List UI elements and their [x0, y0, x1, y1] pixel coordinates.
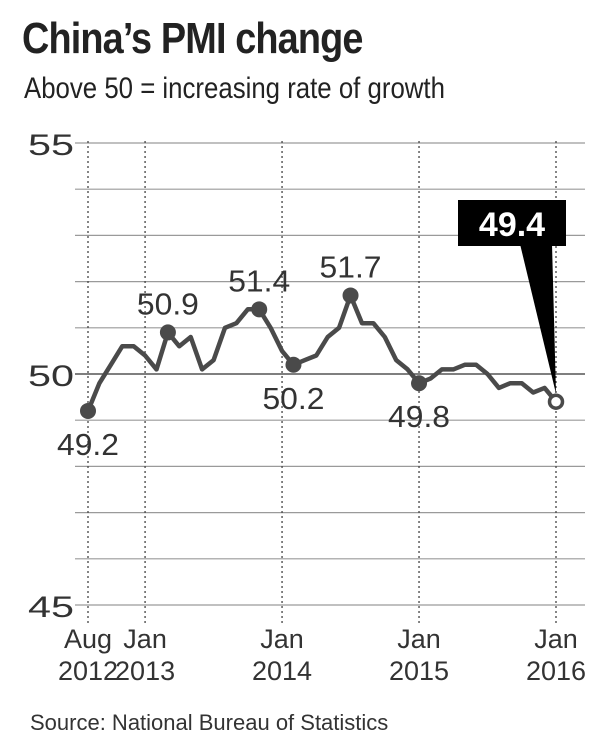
data-point-marker [342, 287, 359, 304]
callout-label: 49.4 [479, 206, 545, 244]
x-tick-label-month: Jan [534, 624, 578, 654]
data-label: 51.7 [320, 249, 382, 284]
x-tick-label-year: 2014 [252, 656, 312, 686]
y-tick-label: 55 [28, 129, 74, 162]
x-tick-label-year: 2012 [58, 656, 118, 686]
x-tick-label-month: Jan [260, 624, 304, 654]
data-point-marker [411, 375, 428, 392]
data-label: 49.2 [57, 427, 119, 462]
y-tick-label: 45 [28, 591, 74, 624]
chart-subtitle: Above 50 = increasing rate of growth [24, 72, 445, 105]
data-point-marker [159, 324, 176, 341]
y-tick-label: 50 [28, 360, 74, 393]
data-label: 51.4 [228, 263, 290, 298]
data-label: 50.2 [262, 381, 324, 416]
x-tick-label-year: 2016 [526, 656, 586, 686]
source-note: Source: National Bureau of Statistics [30, 710, 389, 735]
callout-pointer [520, 244, 556, 394]
data-point-marker [251, 301, 268, 318]
callout-box [458, 200, 566, 246]
x-tick-label-month: Jan [397, 624, 441, 654]
data-point-marker [547, 393, 565, 410]
data-point-marker [285, 356, 302, 373]
chart-title: China’s PMI change [22, 14, 363, 63]
x-tick-label-month: Aug [64, 624, 112, 654]
x-tick-label-year: 2015 [389, 656, 449, 686]
x-tick-label-year: 2013 [115, 656, 175, 686]
x-tick-label-month: Jan [123, 624, 167, 654]
data-label: 50.9 [137, 286, 199, 321]
data-point-marker [80, 402, 96, 419]
data-label: 49.8 [388, 399, 450, 434]
